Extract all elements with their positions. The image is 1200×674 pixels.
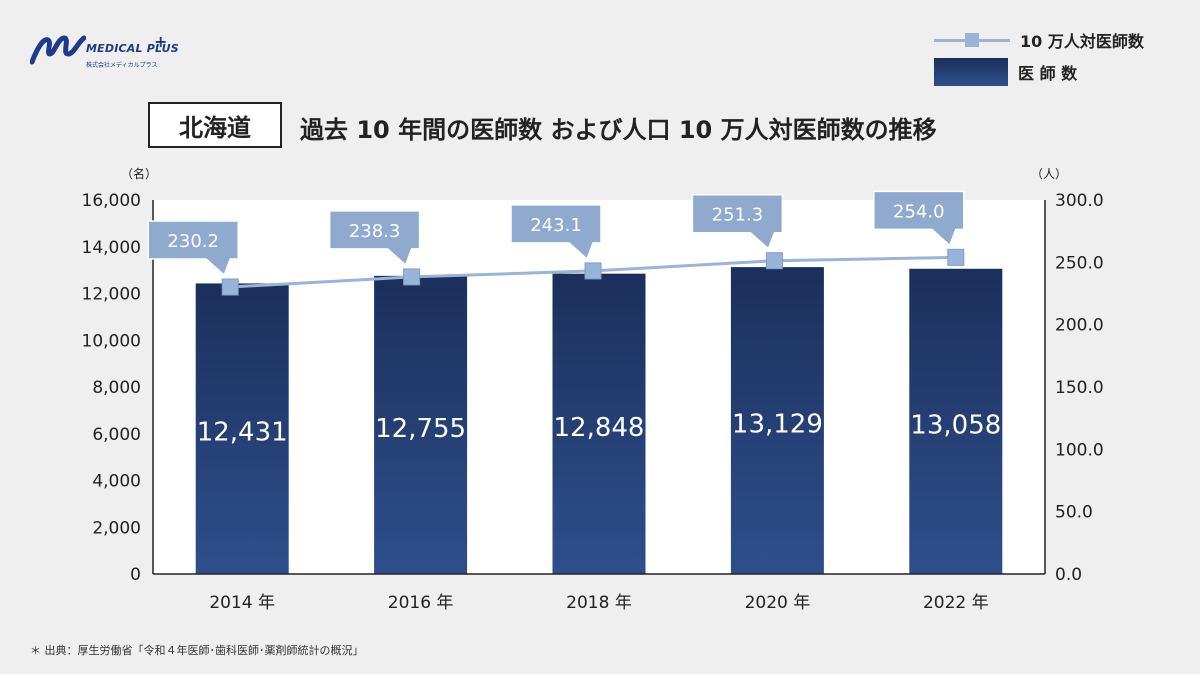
region-title: 北海道 [148, 102, 282, 148]
y-left-tick-label: 10,000 [82, 331, 141, 351]
y-left-tick-label: 14,000 [82, 238, 141, 258]
data-callout [147, 220, 239, 277]
bar [730, 267, 824, 574]
line-value-label: 254.0 [893, 201, 945, 222]
line-point [947, 248, 965, 266]
bar-value-label: 13,058 [910, 410, 1001, 440]
y-left-tick-label: 4,000 [92, 472, 141, 492]
data-callout [510, 204, 602, 261]
chart-title: 過去 10 年間の医師数 および人口 10 万人対医師数の推移 [300, 116, 937, 144]
bar-value-label: 13,129 [732, 410, 823, 440]
x-tick-label: 2022 年 [923, 593, 989, 613]
y-right-unit: （人） [1031, 167, 1067, 181]
line-value-label: 230.2 [167, 231, 219, 252]
logo-mark-icon [30, 35, 86, 65]
y-right-tick-label: 150.0 [1055, 378, 1104, 398]
data-callout [873, 190, 965, 247]
x-tick-label: 2018 年 [566, 593, 632, 613]
bar-value-label: 12,431 [197, 418, 288, 448]
legend-bar-label: 医 師 数 [1018, 64, 1078, 83]
legend-line-swatch [934, 28, 1010, 52]
x-tick-label: 2014 年 [209, 593, 275, 613]
legend-line-label: 10 万人対医師数 [1020, 32, 1144, 51]
bar [552, 273, 646, 574]
logo: MEDICAL PLUS + 株式会社メディカルプラス [30, 32, 180, 82]
data-callout [328, 210, 421, 267]
logo-brand: MEDICAL PLUS [86, 42, 179, 55]
y-right-tick-label: 50.0 [1055, 503, 1093, 523]
y-left-unit: （名） [121, 166, 157, 181]
chart-legend: 10 万人対医師数 医 師 数 [934, 28, 1184, 88]
line-value-label: 251.3 [712, 205, 764, 226]
bar-value-label: 12,848 [554, 413, 645, 443]
bar [374, 275, 468, 574]
y-left-tick-label: 2,000 [92, 518, 141, 538]
bar [195, 283, 289, 574]
y-right-tick-label: 300.0 [1055, 191, 1104, 211]
y-right-tick-label: 0.0 [1055, 565, 1082, 585]
legend-item-line: 10 万人対医師数 [934, 28, 1144, 52]
line-point [403, 268, 421, 286]
y-right-tick-label: 100.0 [1055, 440, 1104, 460]
y-left-tick-label: 0 [130, 565, 141, 585]
line-point [221, 278, 239, 296]
x-tick-label: 2020 年 [745, 593, 811, 613]
y-left-tick-label: 16,000 [82, 191, 141, 211]
logo-plus: + [154, 32, 168, 51]
line-point [765, 252, 783, 270]
line-point [584, 262, 602, 280]
source-footnote: ＊ 出典：厚生労働省「令和４年医師･歯科医師･薬剤師統計の概況」 [30, 644, 364, 657]
data-callout [691, 193, 784, 250]
bar-value-label: 12,755 [375, 414, 466, 444]
legend-bar-swatch [934, 58, 1008, 86]
line-value-label: 243.1 [530, 215, 582, 236]
y-left-tick-label: 12,000 [82, 285, 141, 305]
bar [909, 268, 1003, 574]
y-left-tick-label: 8,000 [92, 378, 141, 398]
line-value-label: 238.3 [349, 221, 401, 242]
legend-item-bar: 医 師 数 [934, 58, 1078, 86]
y-right-tick-label: 200.0 [1055, 316, 1104, 336]
x-tick-label: 2016 年 [388, 593, 454, 613]
y-right-tick-label: 250.0 [1055, 253, 1104, 273]
logo-subtitle: 株式会社メディカルプラス [86, 62, 158, 69]
y-left-tick-label: 6,000 [92, 425, 141, 445]
